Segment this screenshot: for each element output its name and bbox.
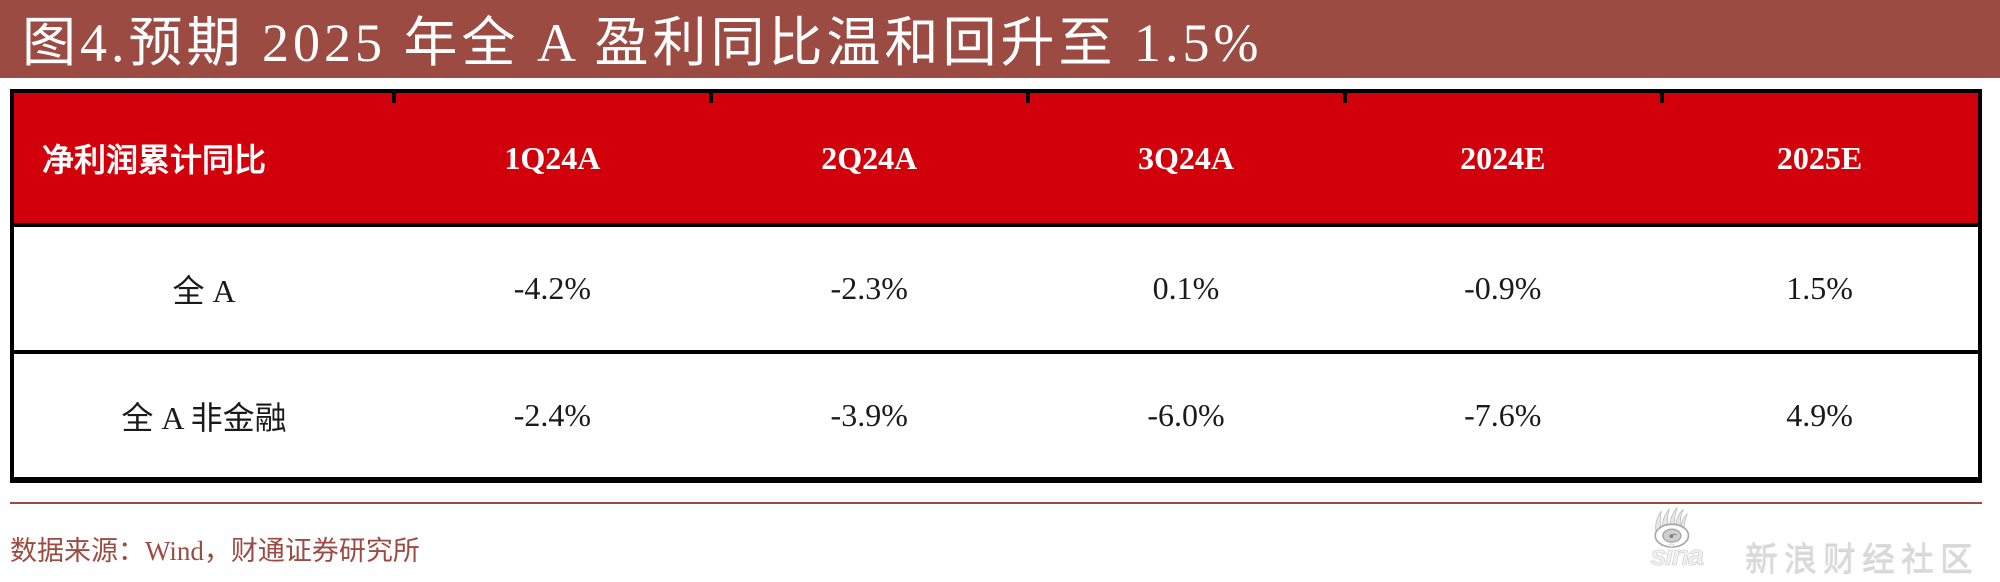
svg-text:sina: sina bbox=[1650, 540, 1704, 572]
